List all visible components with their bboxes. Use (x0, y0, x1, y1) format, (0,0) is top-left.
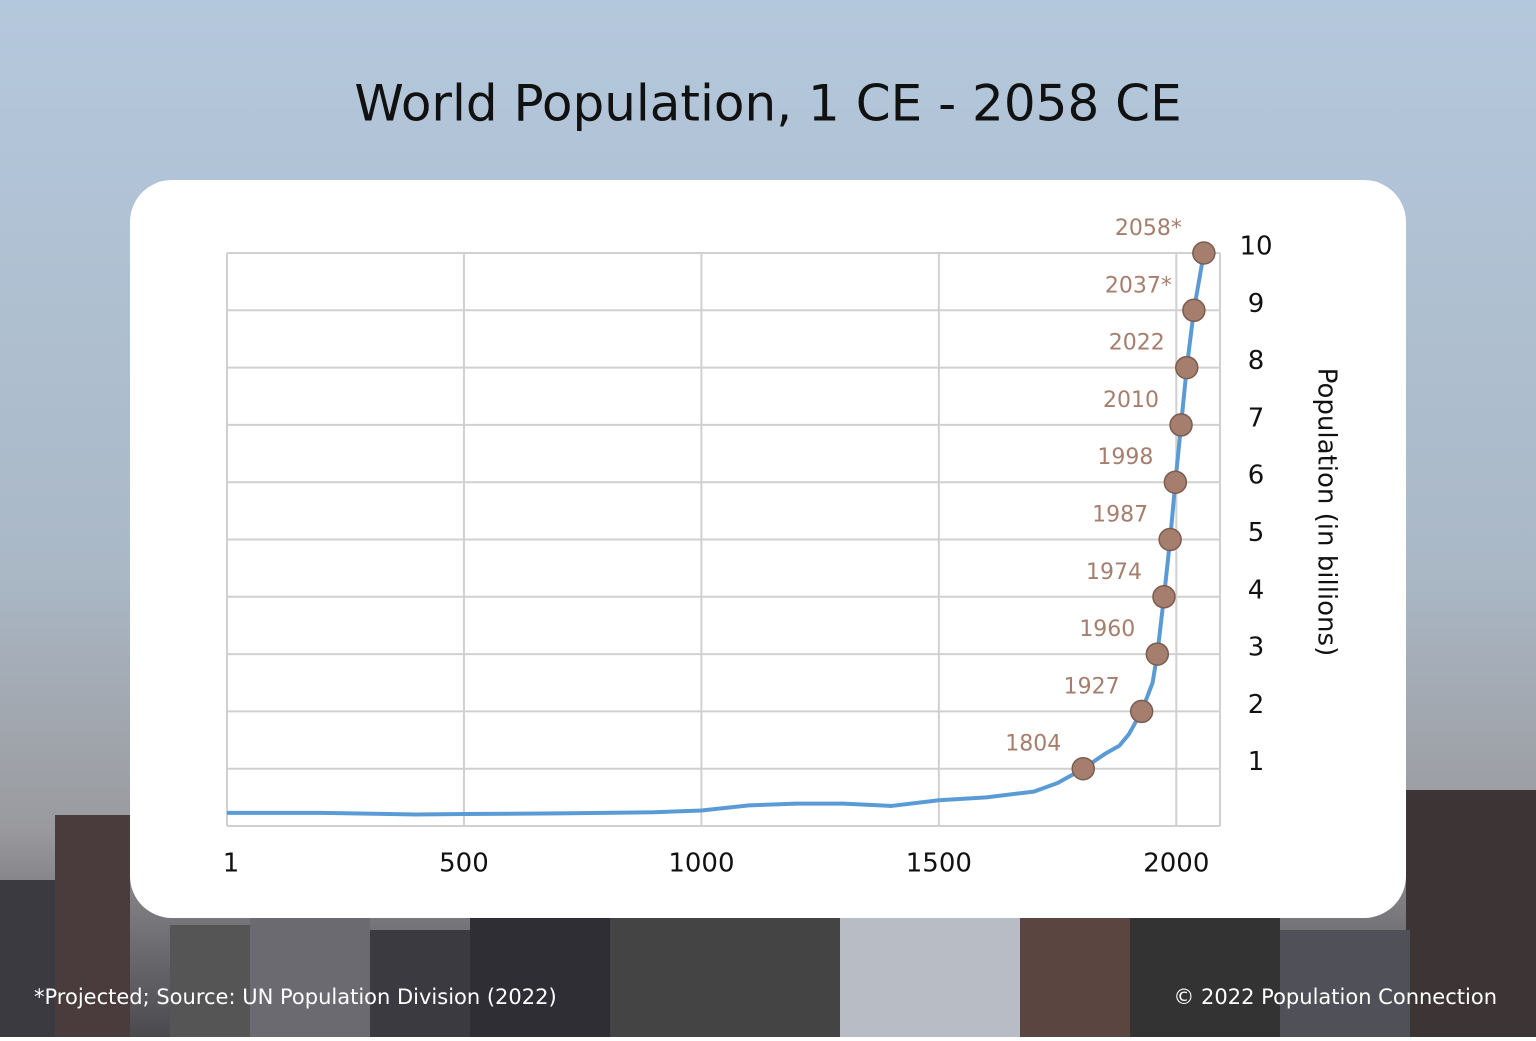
milestone-marker (1071, 756, 1095, 781)
y-tick-label: 6 (1248, 461, 1265, 491)
milestone-label: 1960 (1079, 617, 1135, 642)
milestone-label: 2037* (1105, 273, 1172, 298)
x-tick-label: 2000 (1143, 849, 1209, 879)
footnote: *Projected; Source: UN Population Divisi… (34, 985, 557, 1009)
x-tick-label: 500 (439, 849, 489, 879)
milestone-label: 2022 (1109, 331, 1165, 356)
milestone-label: 1974 (1086, 560, 1142, 585)
milestone-marker (1152, 585, 1176, 609)
y-tick-label: 2 (1248, 690, 1265, 720)
skyline (0, 790, 1536, 1037)
y-tick-label: 7 (1248, 403, 1265, 433)
population-line (227, 252, 1206, 817)
milestone-marker (1192, 241, 1216, 265)
milestone-marker (1163, 470, 1188, 494)
chart-card (130, 180, 1406, 918)
milestone-label: 2010 (1103, 388, 1159, 413)
x-tick-label: 1 (223, 849, 240, 879)
milestone-marker (1158, 527, 1182, 552)
chart-title: World Population, 1 CE - 2058 CE (354, 75, 1181, 133)
y-tick-label: 3 (1248, 633, 1265, 663)
x-tick-label: 1000 (668, 849, 734, 879)
milestone-label: 2058* (1115, 216, 1182, 241)
y-tick-label: 10 (1239, 232, 1272, 262)
y-tick-label: 4 (1248, 575, 1265, 605)
x-tick-label: 1500 (906, 849, 972, 879)
milestone-marker (1129, 699, 1154, 724)
milestone-label: 1987 (1092, 503, 1148, 528)
milestone-marker (1145, 642, 1170, 666)
y-axis-label: Population (in billions) (1312, 368, 1342, 656)
milestone-label: 1804 (1005, 732, 1061, 757)
credit: © 2022 Population Connection (1173, 985, 1497, 1009)
milestone-label: 1998 (1097, 445, 1153, 470)
milestone-label: 1927 (1064, 674, 1120, 699)
y-tick-label: 8 (1248, 346, 1265, 376)
milestone-marker (1182, 298, 1206, 323)
milestone-marker (1175, 355, 1199, 380)
y-tick-label: 1 (1248, 747, 1265, 777)
milestone-marker (1169, 413, 1193, 437)
y-tick-label: 5 (1248, 518, 1265, 548)
y-tick-label: 9 (1248, 289, 1265, 319)
